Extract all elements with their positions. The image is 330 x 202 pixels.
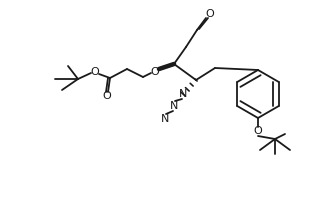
Text: N: N: [179, 89, 187, 99]
Text: O: O: [254, 126, 262, 136]
Text: N: N: [170, 101, 178, 111]
Text: O: O: [206, 9, 214, 19]
Text: O: O: [103, 91, 112, 101]
Text: O: O: [150, 67, 159, 77]
Text: N: N: [161, 114, 169, 124]
Text: O: O: [91, 67, 99, 77]
